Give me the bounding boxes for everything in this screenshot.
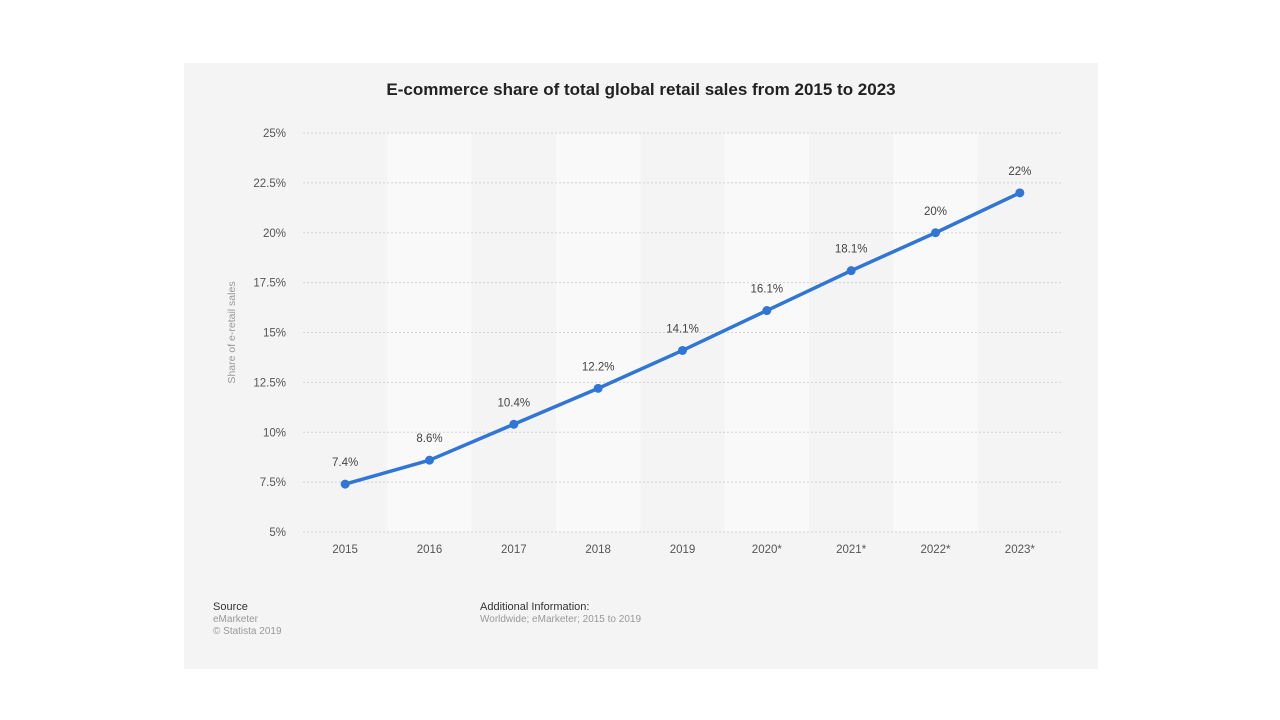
data-point xyxy=(593,383,603,393)
column-band xyxy=(387,133,472,532)
column-band xyxy=(724,133,809,532)
data-point xyxy=(1015,188,1025,198)
y-tick-label: 7.5% xyxy=(260,477,286,489)
y-axis-title: Share of e-retail sales xyxy=(226,281,238,383)
data-label: 16.1% xyxy=(751,284,784,296)
x-tick-label: 2018 xyxy=(585,544,611,556)
y-tick-label: 17.5% xyxy=(253,278,286,290)
x-tick-label: 2020* xyxy=(752,544,783,556)
source-heading: Source xyxy=(213,601,248,613)
line-chart: 5% 7.5% 10% 12.5% 15% 17.5% 20% 22.5% 25% 2015 201… xyxy=(226,128,1062,556)
y-tick-label: 5% xyxy=(269,527,286,539)
x-tick-label: 2017 xyxy=(501,544,527,556)
y-tick-label: 12.5% xyxy=(253,377,286,389)
data-label: 14.1% xyxy=(666,323,699,335)
data-point xyxy=(931,228,940,238)
x-tick-label: 2021* xyxy=(836,544,867,556)
data-label: 8.6% xyxy=(416,433,442,445)
data-point xyxy=(425,455,434,465)
x-tick-label: 2023* xyxy=(1005,544,1036,556)
additional-info-text: Worldwide; eMarketer; 2015 to 2019 xyxy=(480,613,642,625)
x-tick-label: 2022* xyxy=(920,544,951,556)
x-tick-label: 2019 xyxy=(670,544,696,556)
chart-title: E-commerce share of total global retail … xyxy=(386,80,896,99)
data-label: 22% xyxy=(1008,166,1031,178)
column-band xyxy=(556,133,641,532)
source-line: eMarketer xyxy=(213,613,259,625)
data-label: 10.4% xyxy=(498,397,531,409)
data-point xyxy=(678,345,687,355)
y-tick-label: 22.5% xyxy=(253,178,286,190)
data-label: 12.2% xyxy=(582,361,615,373)
data-point xyxy=(340,479,350,489)
data-label: 18.1% xyxy=(835,244,868,256)
chart-panel: E-commerce share of total global retail … xyxy=(184,63,1098,669)
data-point xyxy=(846,266,856,276)
y-tick-label: 10% xyxy=(263,427,286,439)
additional-info-block: Additional Information: Worldwide; eMark… xyxy=(480,601,641,626)
data-label: 20% xyxy=(924,206,947,218)
y-tick-label: 20% xyxy=(263,228,286,240)
data-point xyxy=(509,419,519,429)
y-tick-label: 25% xyxy=(263,128,286,140)
data-label: 7.4% xyxy=(332,457,358,469)
additional-info-heading: Additional Information: xyxy=(480,601,590,613)
copyright-line: © Statista 2019 xyxy=(213,626,282,637)
x-tick-label: 2015 xyxy=(332,544,358,556)
source-block: Source eMarketer © Statista 2019 xyxy=(213,601,282,639)
x-tick-label: 2016 xyxy=(417,544,443,556)
y-tick-label: 15% xyxy=(263,328,286,340)
data-point xyxy=(762,306,772,316)
